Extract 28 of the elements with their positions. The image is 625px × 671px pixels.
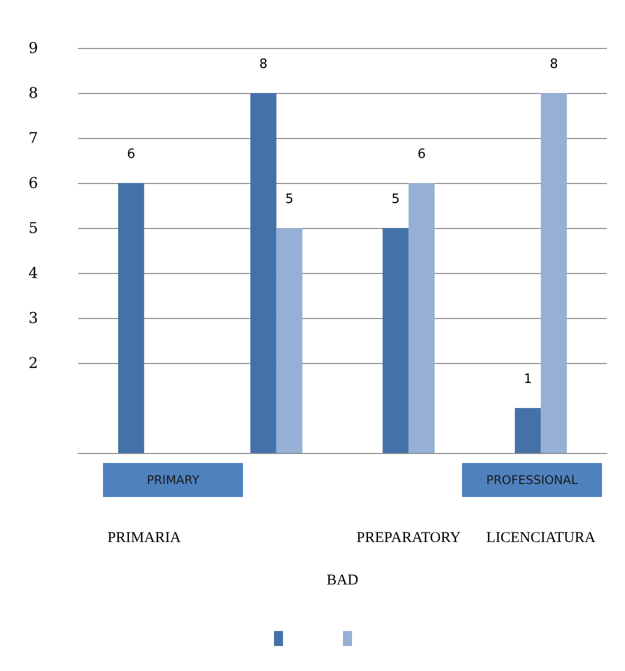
data-label: 8	[259, 57, 268, 72]
data-label: 5	[391, 192, 400, 207]
bar	[514, 408, 541, 453]
y-tick-label: 7	[28, 129, 38, 147]
data-label: 6	[126, 147, 136, 162]
x-tick-label: PRIMARIA	[107, 530, 181, 546]
data-label: 1	[524, 372, 532, 387]
data-label: 8	[550, 57, 558, 72]
x-tick-label: PREPARATORY	[356, 530, 461, 546]
y-tick-label: 2	[28, 354, 38, 372]
bar	[118, 183, 144, 453]
x-axis-title: BAD	[326, 572, 358, 588]
y-tick-label: 3	[28, 309, 38, 327]
y-tick-label: 8	[28, 84, 38, 102]
bar	[382, 228, 409, 453]
bar	[540, 93, 567, 453]
bar	[250, 93, 276, 453]
y-tick-label: 5	[28, 219, 38, 237]
data-label: 5	[285, 192, 294, 207]
bar	[276, 228, 302, 453]
data-label: 6	[417, 147, 426, 162]
y-tick-label: 9	[28, 39, 38, 57]
y-tick-label: 6	[28, 174, 38, 192]
x-tick-label: LICENCIATURA	[486, 530, 596, 546]
text: PRIMARY	[146, 473, 200, 487]
text: PROFESSIONAL	[486, 473, 578, 487]
y-tick-label: 4	[28, 264, 38, 282]
bar	[408, 183, 435, 453]
